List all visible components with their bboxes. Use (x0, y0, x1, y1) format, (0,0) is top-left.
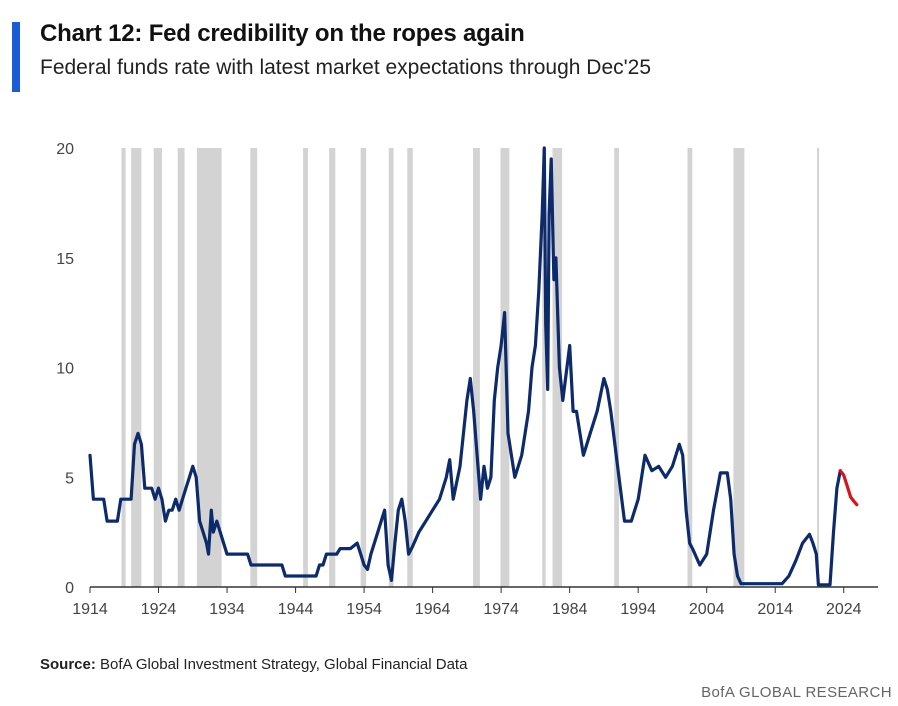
brand-label: BofA GLOBAL RESEARCH (701, 684, 892, 701)
recession-band (687, 148, 693, 587)
y-tick-label: 0 (65, 580, 74, 597)
fed-funds-series-line (88, 146, 842, 587)
y-tick-label: 15 (56, 251, 74, 268)
recession-band (817, 148, 820, 587)
chart-subtitle: Federal funds rate with latest market ex… (40, 56, 651, 79)
title-accent-bar (12, 22, 20, 92)
x-tick-label: 1984 (552, 601, 588, 618)
x-tick-label: 1934 (209, 601, 245, 618)
chart-axes: 1914 1924 1934 1944 1954 1964 1974 1984 1994 2004… (56, 141, 878, 618)
x-tick-label: 2014 (757, 601, 793, 618)
recession-bands (121, 148, 820, 587)
x-tick-label: 2004 (689, 601, 725, 618)
x-tick-label: 1954 (346, 601, 382, 618)
recession-band (542, 148, 546, 587)
recession-band (196, 148, 222, 587)
recession-band (407, 148, 413, 587)
x-tick-label: 1924 (141, 601, 177, 618)
x-tick-label: 1994 (620, 601, 656, 618)
recession-band (177, 148, 185, 587)
chart-lines (88, 146, 859, 587)
source-text: BofA Global Investment Strategy, Global … (100, 656, 468, 673)
recession-band (121, 148, 126, 587)
recession-band (250, 148, 258, 587)
y-tick-label: 10 (56, 361, 74, 378)
recession-band (473, 148, 480, 587)
expectations-series-line (838, 469, 859, 507)
recession-band (552, 148, 563, 587)
x-tick-label: 2024 (826, 601, 862, 618)
chart-title: Chart 12: Fed credibility on the ropes a… (40, 20, 525, 47)
source-note: Source: BofA Global Investment Strategy,… (40, 656, 467, 673)
x-tick-label: 1964 (415, 601, 451, 618)
x-tick-label: 1944 (278, 601, 314, 618)
recession-band (329, 148, 336, 587)
recession-band (733, 148, 745, 587)
recession-band (388, 148, 394, 587)
source-label: Source: (40, 656, 96, 673)
recession-band (303, 148, 308, 587)
y-tick-label: 5 (65, 470, 74, 487)
recession-band (360, 148, 367, 587)
x-tick-label: 1914 (72, 601, 108, 618)
y-tick-label: 20 (56, 141, 74, 158)
x-tick-label: 1974 (483, 601, 519, 618)
recession-band (131, 148, 142, 587)
recession-band (614, 148, 619, 587)
recession-band (153, 148, 162, 587)
